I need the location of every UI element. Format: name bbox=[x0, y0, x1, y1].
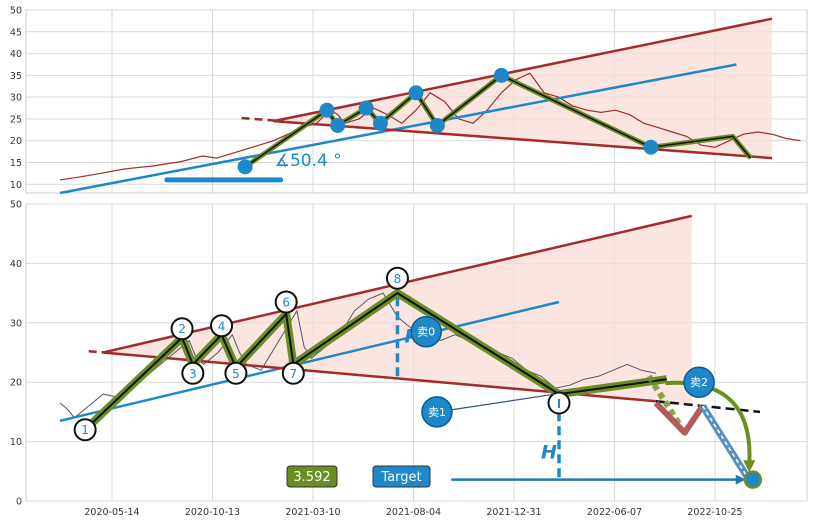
pivot-circle bbox=[385, 266, 409, 290]
projection-blue-inner bbox=[701, 405, 750, 481]
y-tick-label: 50 bbox=[10, 6, 22, 17]
angle-label: ∡50.4 ° bbox=[275, 151, 342, 171]
pivot-point bbox=[408, 85, 424, 101]
height-label: H bbox=[541, 442, 557, 464]
y-tick-label: 20 bbox=[10, 378, 22, 389]
y-tick-label: 35 bbox=[10, 71, 22, 82]
lower-channel-dash bbox=[655, 399, 761, 414]
sell-marker-label: 卖0 bbox=[417, 326, 435, 339]
pivot-point bbox=[358, 100, 374, 116]
x-tick-label: 2020-05-14 bbox=[84, 507, 139, 518]
y-tick-label: 40 bbox=[10, 259, 22, 270]
pivot-point bbox=[643, 139, 659, 155]
curved-arrow-head bbox=[743, 460, 756, 473]
pivot-circle bbox=[274, 290, 298, 314]
pivot-point bbox=[429, 117, 445, 133]
y-tick-label: 45 bbox=[10, 27, 22, 38]
x-tick-label: 2021-12-31 bbox=[486, 507, 541, 518]
sell-marker-label: 卖1 bbox=[428, 406, 446, 419]
pivot-circle bbox=[224, 361, 248, 385]
y-tick-label: 10 bbox=[10, 437, 22, 448]
value-box bbox=[286, 465, 338, 488]
value-box-label: 3.592 bbox=[293, 470, 330, 485]
lower-channel-line bbox=[273, 119, 773, 160]
top-chart-panel: 10 15 20 25 30 35 40 45 50 ∡50.4 ° bbox=[10, 6, 808, 195]
pivot-circle bbox=[281, 361, 305, 385]
x-tick-label: 2020-10-13 bbox=[185, 507, 240, 518]
pivot-label: 8 bbox=[394, 272, 402, 286]
pivot-label: 6 bbox=[282, 296, 290, 310]
trend-line bbox=[59, 63, 737, 195]
x-tick-label: 2021-08-04 bbox=[386, 507, 441, 518]
pivot-circle bbox=[170, 317, 194, 341]
y-tick-label: 30 bbox=[10, 318, 22, 329]
channel-extension-dash bbox=[241, 116, 278, 122]
sell-marker bbox=[421, 396, 453, 428]
y-tick-label: 25 bbox=[10, 114, 22, 125]
pivot-label: 3 bbox=[189, 367, 197, 381]
pivot-point bbox=[372, 115, 388, 131]
pivot-point bbox=[319, 102, 335, 118]
pivot-label: 1 bbox=[81, 423, 89, 437]
sell-marker bbox=[683, 366, 715, 398]
pivot-label: 2 bbox=[178, 322, 186, 336]
sell-marker bbox=[410, 315, 442, 348]
zigzag-inner bbox=[84, 292, 667, 431]
target-marker bbox=[743, 470, 763, 489]
pivot-circle bbox=[210, 314, 234, 338]
channel-fill bbox=[103, 215, 692, 406]
target-box bbox=[372, 465, 431, 488]
bottom-chart-panel: 0 10 20 30 40 50 2020-05-14 2020-10-13 2021-03-1… bbox=[10, 200, 808, 518]
pivot-point bbox=[237, 159, 253, 175]
upper-channel-line bbox=[273, 17, 773, 123]
x-tick-label: 2022-10-25 bbox=[687, 507, 742, 518]
y-tick-label: 40 bbox=[10, 49, 22, 60]
pivot-circle bbox=[181, 361, 205, 385]
y-tick-label: 10 bbox=[10, 180, 22, 191]
price-line bbox=[59, 72, 801, 181]
sell-marker-label: 卖2 bbox=[690, 376, 708, 389]
y-tick-label: 15 bbox=[10, 158, 22, 169]
y-tick-label: 0 bbox=[16, 497, 22, 508]
pivot-circle bbox=[73, 418, 97, 442]
pivot-label: 5 bbox=[232, 367, 240, 381]
x-tick-label: 2021-03-10 bbox=[285, 507, 340, 518]
pivot-point bbox=[493, 67, 509, 83]
x-tick-label: 2022-06-07 bbox=[587, 507, 642, 518]
y-tick-label: 20 bbox=[10, 136, 22, 147]
y-tick-label: 30 bbox=[10, 93, 22, 104]
upper-channel-dash bbox=[88, 350, 114, 355]
target-arrow-head bbox=[735, 474, 746, 485]
pivot-label: 4 bbox=[218, 319, 226, 333]
projection-red bbox=[653, 400, 706, 436]
pivot-label: 7 bbox=[290, 367, 298, 381]
trend-line bbox=[59, 300, 560, 423]
marker-connector bbox=[450, 393, 556, 411]
y-tick-label: 50 bbox=[10, 200, 22, 211]
target-box-label: Target bbox=[380, 470, 421, 485]
pivot-point bbox=[330, 117, 346, 133]
